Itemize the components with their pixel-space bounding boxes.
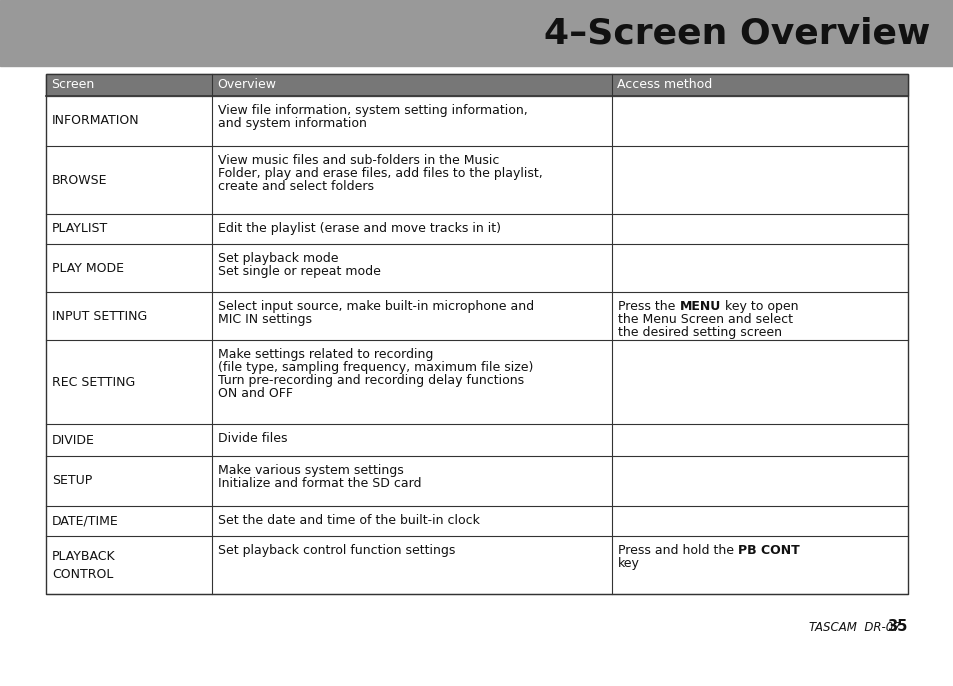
- Text: Access method: Access method: [617, 78, 712, 91]
- Text: INFORMATION: INFORMATION: [52, 115, 139, 128]
- Text: and system information: and system information: [218, 117, 367, 130]
- Text: Press and hold the: Press and hold the: [618, 544, 738, 557]
- Text: DIVIDE: DIVIDE: [52, 434, 94, 447]
- Text: Edit the playlist (erase and move tracks in it): Edit the playlist (erase and move tracks…: [218, 222, 501, 235]
- Text: Set playback control function settings: Set playback control function settings: [218, 544, 456, 557]
- Text: MENU: MENU: [679, 300, 720, 313]
- Text: Set the date and time of the built-in clock: Set the date and time of the built-in cl…: [218, 514, 479, 527]
- Text: TASCAM  DR-07: TASCAM DR-07: [809, 621, 904, 634]
- Text: the Menu Screen and select: the Menu Screen and select: [618, 313, 793, 326]
- Text: key to open: key to open: [720, 300, 798, 313]
- Text: Initialize and format the SD card: Initialize and format the SD card: [218, 477, 421, 490]
- Text: ON and OFF: ON and OFF: [218, 387, 294, 400]
- Text: create and select folders: create and select folders: [218, 180, 374, 193]
- Text: PLAYLIST: PLAYLIST: [52, 222, 108, 235]
- Text: Make settings related to recording: Make settings related to recording: [218, 348, 434, 361]
- Text: View file information, system setting information,: View file information, system setting in…: [218, 104, 528, 117]
- Text: (file type, sampling frequency, maximum file size): (file type, sampling frequency, maximum …: [218, 361, 533, 374]
- Bar: [46, 74, 907, 96]
- Text: 4–Screen Overview: 4–Screen Overview: [543, 16, 929, 50]
- Text: Set single or repeat mode: Set single or repeat mode: [218, 265, 381, 278]
- Text: View music files and sub-folders in the Music: View music files and sub-folders in the …: [218, 154, 499, 167]
- Text: the desired setting screen: the desired setting screen: [618, 326, 781, 339]
- Text: Set playback mode: Set playback mode: [218, 252, 338, 265]
- Text: MIC IN settings: MIC IN settings: [218, 313, 312, 326]
- Text: REC SETTING: REC SETTING: [52, 375, 135, 388]
- Text: Select input source, make built-in microphone and: Select input source, make built-in micro…: [218, 300, 534, 313]
- Text: PB CONT: PB CONT: [738, 544, 800, 557]
- Text: key: key: [618, 557, 639, 570]
- Text: Folder, play and erase files, add files to the playlist,: Folder, play and erase files, add files …: [218, 167, 542, 180]
- Text: 35: 35: [885, 619, 906, 634]
- Text: BROWSE: BROWSE: [52, 174, 108, 187]
- Text: SETUP: SETUP: [52, 475, 92, 488]
- Text: DATE/TIME: DATE/TIME: [52, 514, 118, 528]
- Text: Overview: Overview: [217, 78, 276, 91]
- Text: Turn pre-recording and recording delay functions: Turn pre-recording and recording delay f…: [218, 374, 524, 387]
- Bar: [0, 0, 953, 66]
- Bar: [46, 74, 907, 594]
- Text: Divide files: Divide files: [218, 432, 288, 445]
- Text: Press the: Press the: [618, 300, 679, 313]
- Text: INPUT SETTING: INPUT SETTING: [52, 309, 147, 322]
- Text: Make various system settings: Make various system settings: [218, 464, 404, 477]
- Text: PLAYBACK
CONTROL: PLAYBACK CONTROL: [52, 549, 115, 580]
- Text: Screen: Screen: [51, 78, 94, 91]
- Text: PLAY MODE: PLAY MODE: [52, 261, 124, 274]
